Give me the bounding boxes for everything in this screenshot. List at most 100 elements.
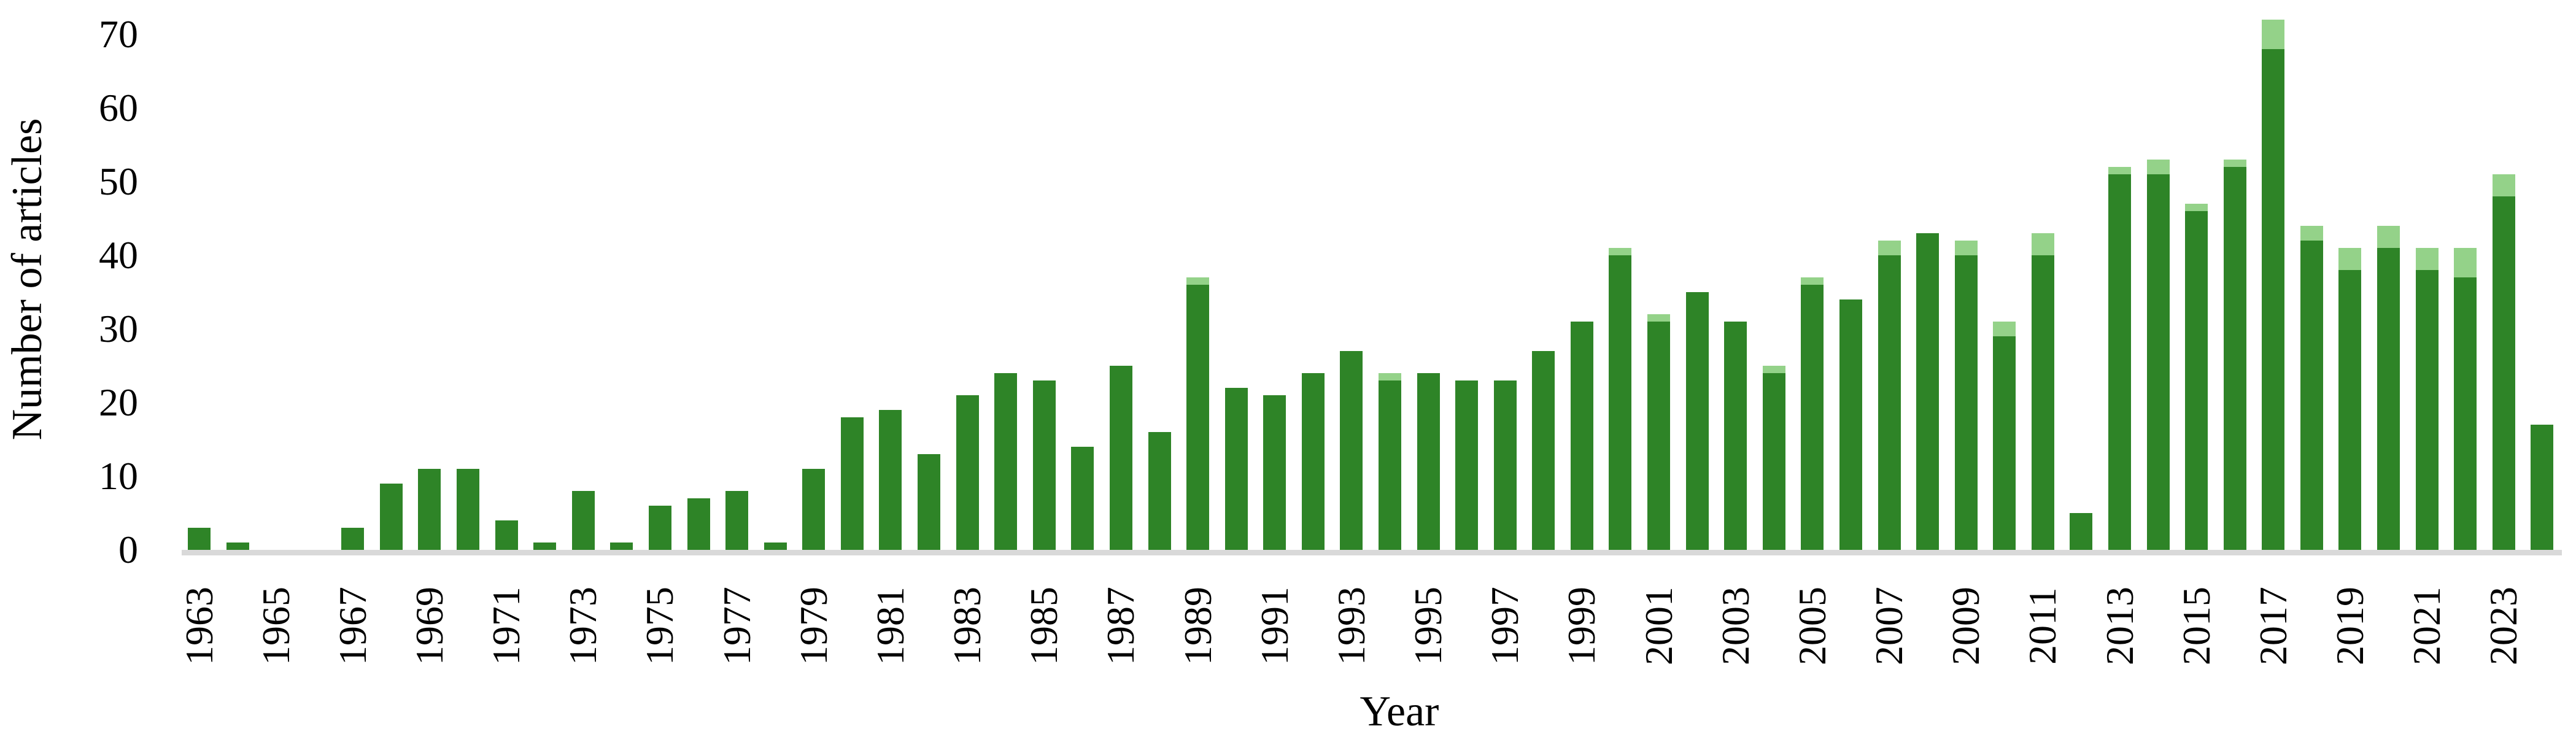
- bar-2002-main-segment: [1685, 292, 1709, 550]
- bar-1984: [994, 373, 1018, 550]
- bar-1976: [687, 498, 710, 550]
- bar-2022-main-segment: [2454, 277, 2477, 550]
- x-tick-label-1963: 1963: [177, 587, 221, 665]
- bar-2005: [1801, 277, 1824, 550]
- bar-2004-light-segment: [1762, 366, 1785, 373]
- bar-2016-main-segment: [2223, 167, 2246, 550]
- bar-2017: [2262, 20, 2285, 550]
- bar-2022-light-segment: [2454, 248, 2477, 277]
- bar-2019: [2338, 248, 2362, 550]
- bar-2011-light-segment: [2031, 233, 2054, 255]
- bar-2019-main-segment: [2338, 270, 2362, 550]
- bar-2016-light-segment: [2223, 160, 2246, 167]
- bar-2018: [2300, 226, 2323, 550]
- bar-2007-light-segment: [1878, 241, 1901, 255]
- bar-1987-main-segment: [1109, 366, 1132, 550]
- bar-1994-main-segment: [1378, 380, 1401, 550]
- bar-2020-light-segment: [2377, 226, 2400, 248]
- x-tick-label-2001: 2001: [1636, 587, 1681, 665]
- bar-1975: [648, 506, 671, 550]
- bar-2018-main-segment: [2300, 241, 2323, 550]
- bar-1979: [802, 469, 826, 550]
- bar-1983: [956, 395, 979, 550]
- bar-1964-main-segment: [226, 543, 249, 550]
- bar-1986-main-segment: [1071, 447, 1094, 550]
- x-axis-title: Year: [1360, 688, 1439, 735]
- x-tick-label-1989: 1989: [1175, 587, 1220, 665]
- bar-2007: [1878, 241, 1901, 550]
- bar-1978: [764, 543, 787, 550]
- bar-1991-main-segment: [1263, 395, 1286, 550]
- bar-1977: [725, 491, 749, 550]
- x-tick-label-1993: 1993: [1329, 587, 1373, 665]
- bar-1987: [1109, 366, 1132, 550]
- bar-1967-main-segment: [341, 528, 365, 550]
- bar-1995: [1417, 373, 1440, 550]
- bar-1982: [918, 454, 941, 550]
- x-tick-label-1973: 1973: [561, 587, 605, 665]
- bar-1992-main-segment: [1301, 373, 1325, 550]
- x-tick-label-1991: 1991: [1252, 587, 1296, 665]
- x-tick-label-1985: 1985: [1022, 587, 1066, 665]
- bar-1984-main-segment: [994, 373, 1018, 550]
- bar-1989: [1186, 277, 1210, 550]
- bar-2003-main-segment: [1724, 322, 1747, 550]
- y-tick-label-70: 70: [99, 12, 138, 56]
- x-tick-label-2021: 2021: [2405, 587, 2449, 665]
- bar-1990-main-segment: [1224, 388, 1248, 550]
- bar-2000-light-segment: [1609, 248, 1632, 255]
- x-tick-label-1987: 1987: [1099, 587, 1143, 665]
- bar-1970: [457, 469, 480, 550]
- x-tick-label-2009: 2009: [1944, 587, 1988, 665]
- x-tick-label-2011: 2011: [2021, 587, 2065, 665]
- x-tick-label-1983: 1983: [945, 587, 989, 665]
- bar-1973: [571, 491, 595, 550]
- bar-1963-main-segment: [188, 528, 211, 550]
- bar-2007-main-segment: [1878, 255, 1901, 550]
- bar-1998-main-segment: [1532, 351, 1555, 550]
- bar-1991: [1263, 395, 1286, 550]
- x-tick-label-2017: 2017: [2251, 587, 2295, 665]
- bar-2004-main-segment: [1762, 373, 1785, 550]
- bar-1994-light-segment: [1378, 373, 1401, 380]
- bar-2017-main-segment: [2262, 49, 2285, 550]
- bar-2010-main-segment: [1993, 336, 2016, 550]
- bar-1980-main-segment: [840, 417, 864, 550]
- bar-1968: [379, 484, 403, 550]
- bar-2001-main-segment: [1647, 322, 1671, 550]
- bar-2000-main-segment: [1609, 255, 1632, 550]
- bar-2012-main-segment: [2070, 513, 2093, 550]
- bar-1971-main-segment: [495, 520, 518, 550]
- bar-2001-light-segment: [1647, 314, 1671, 322]
- x-tick-label-1967: 1967: [330, 587, 374, 665]
- bar-2015: [2185, 204, 2208, 550]
- bar-1993-main-segment: [1340, 351, 1363, 550]
- bar-1981: [879, 410, 902, 550]
- x-tick-label-2013: 2013: [2097, 587, 2141, 665]
- bar-2014-light-segment: [2146, 160, 2170, 174]
- bar-1964: [226, 543, 249, 550]
- bar-1997: [1493, 380, 1517, 550]
- bar-2010: [1993, 322, 2016, 550]
- bar-2021: [2415, 248, 2439, 550]
- bar-1996: [1455, 380, 1479, 550]
- bar-1999-main-segment: [1570, 322, 1593, 550]
- bar-1976-main-segment: [687, 498, 710, 550]
- bar-1974: [610, 543, 633, 550]
- bar-1990: [1224, 388, 1248, 550]
- bar-1982-main-segment: [918, 454, 941, 550]
- x-tick-label-1971: 1971: [484, 587, 528, 665]
- bar-2011: [2031, 233, 2054, 550]
- x-tick-label-1969: 1969: [407, 587, 451, 665]
- bar-2018-light-segment: [2300, 226, 2323, 241]
- bar-1975-main-segment: [648, 506, 671, 550]
- bar-2022: [2454, 248, 2477, 550]
- y-tick-label-30: 30: [99, 307, 138, 350]
- bar-2009-main-segment: [1954, 255, 1978, 550]
- bar-1992: [1301, 373, 1325, 550]
- bar-2017-light-segment: [2262, 20, 2285, 49]
- bar-1988-main-segment: [1148, 432, 1171, 550]
- bar-1979-main-segment: [802, 469, 826, 550]
- x-tick-label-1979: 1979: [791, 587, 835, 665]
